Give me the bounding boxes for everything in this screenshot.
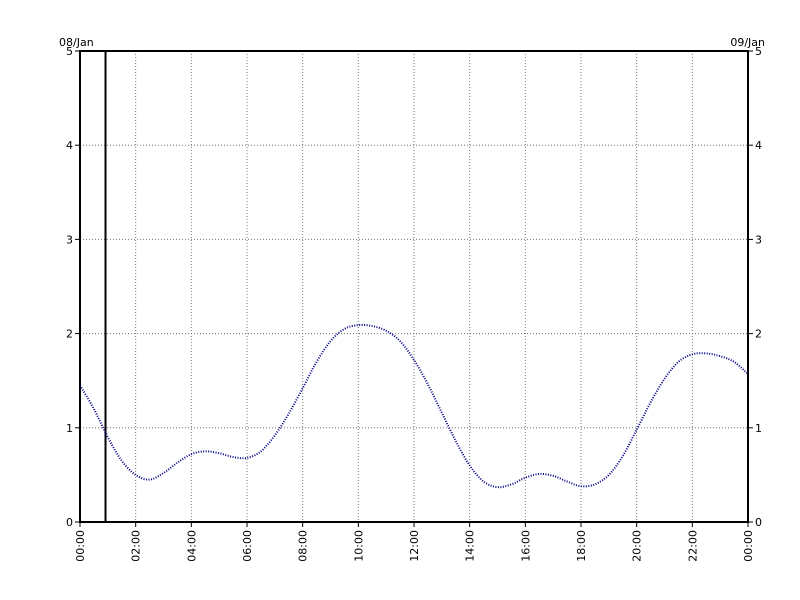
x-tick-label: 02:00 bbox=[130, 530, 143, 562]
y-tick-label-left: 2 bbox=[66, 328, 73, 341]
x-tick-label: 20:00 bbox=[631, 530, 644, 562]
x-tick-label: 10:00 bbox=[352, 530, 365, 562]
x-tick-label: 22:00 bbox=[686, 530, 699, 562]
y-tick-label-right: 1 bbox=[755, 422, 762, 435]
x-tick-label: 04:00 bbox=[185, 530, 198, 562]
y-tick-label-left: 5 bbox=[66, 45, 73, 58]
y-tick-label-left: 0 bbox=[66, 516, 73, 529]
tick-marks bbox=[75, 50, 753, 527]
x-tick-label: 08:00 bbox=[297, 530, 310, 562]
plot-frame bbox=[79, 50, 749, 523]
x-tick-label: 18:00 bbox=[575, 530, 588, 562]
tick-labels: 0 0 1 1 2 2 3 3 4 4 5 5 00:00 02:00 04:00 06:00 08:00 10:… bbox=[66, 45, 762, 562]
series-layer bbox=[79, 323, 749, 489]
x-tick-label: 00:00 bbox=[742, 530, 755, 562]
y-tick-label-left: 1 bbox=[66, 422, 73, 435]
y-tick-label-left: 3 bbox=[66, 233, 73, 246]
y-tick-label-right: 4 bbox=[755, 139, 762, 152]
y-tick-label-right: 2 bbox=[755, 328, 762, 341]
y-tick-label-right: 5 bbox=[755, 45, 762, 58]
grid-lines bbox=[80, 51, 748, 522]
x-tick-label: 12:00 bbox=[408, 530, 421, 562]
y-tick-label-right: 0 bbox=[755, 516, 762, 529]
date-start-label: 08/Jan bbox=[59, 36, 94, 49]
x-tick-label: 14:00 bbox=[464, 530, 477, 562]
x-tick-label: 06:00 bbox=[241, 530, 254, 562]
date-end-label: 09/Jan bbox=[730, 36, 765, 49]
y-tick-label-right: 3 bbox=[755, 233, 762, 246]
x-tick-label: 16:00 bbox=[519, 530, 532, 562]
y-tick-label-left: 4 bbox=[66, 139, 73, 152]
x-tick-label: 00:00 bbox=[74, 530, 87, 562]
